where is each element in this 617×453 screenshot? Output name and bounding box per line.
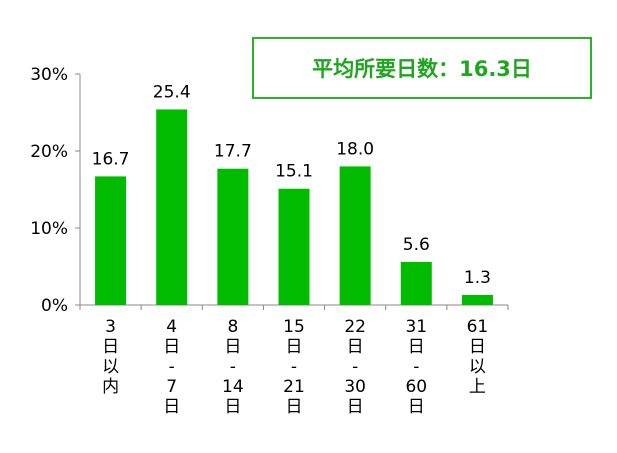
bar: [156, 109, 188, 305]
x-tick-label: 日: [286, 337, 303, 357]
x-tick-label: 上: [469, 377, 486, 397]
x-tick-label: 日: [102, 337, 119, 357]
x-tick-label: 30: [344, 377, 366, 397]
x-tick-label: -: [169, 357, 175, 377]
bar: [217, 168, 249, 305]
x-tick-label: 15: [283, 317, 305, 337]
data-label: 16.7: [92, 149, 130, 169]
x-tick-label: 日: [408, 337, 425, 357]
y-tick-label: 20%: [30, 142, 68, 162]
x-tick-label: 4: [166, 317, 177, 337]
x-tick-label: -: [230, 357, 236, 377]
x-tick-label: 日: [347, 397, 364, 417]
x-tick-label: -: [291, 357, 297, 377]
data-label: 17.7: [214, 142, 252, 162]
y-tick-label: 30%: [30, 65, 68, 85]
x-tick-label: 日: [469, 337, 486, 357]
data-label: 5.6: [403, 235, 430, 255]
x-tick-label: 31: [405, 317, 427, 337]
x-tick-label: 61: [467, 317, 489, 337]
bar: [400, 261, 432, 305]
y-tick-label: 10%: [30, 219, 68, 239]
data-label: 1.3: [464, 268, 491, 288]
x-tick-label: 日: [224, 337, 241, 357]
x-tick-label: 日: [408, 397, 425, 417]
bar: [278, 188, 310, 305]
y-tick-label: 0%: [41, 296, 68, 316]
data-label: 15.1: [275, 162, 313, 182]
x-tick-label: 7: [166, 377, 177, 397]
x-tick-label: 60: [405, 377, 427, 397]
x-tick-label: 以: [102, 357, 119, 377]
x-tick-label: 日: [286, 397, 303, 417]
x-tick-label: -: [413, 357, 419, 377]
x-tick-label: -: [352, 357, 358, 377]
bar: [95, 176, 127, 305]
x-tick-label: 日: [224, 397, 241, 417]
bar: [339, 166, 371, 305]
x-tick-label: 日: [347, 337, 364, 357]
x-tick-label: 3: [105, 317, 116, 337]
x-tick-label: 以: [469, 357, 486, 377]
average-days-box: 平均所要日数：16.3日: [252, 37, 592, 99]
bar: [461, 294, 493, 305]
x-tick-label: 内: [102, 377, 119, 397]
x-tick-label: 14: [222, 377, 244, 397]
x-tick-label: 21: [283, 377, 305, 397]
data-label: 25.4: [153, 82, 191, 102]
x-tick-label: 8: [227, 317, 238, 337]
data-label: 18.0: [336, 139, 374, 159]
x-tick-label: 22: [344, 317, 366, 337]
x-tick-label: 日: [163, 397, 180, 417]
x-tick-label: 日: [163, 337, 180, 357]
